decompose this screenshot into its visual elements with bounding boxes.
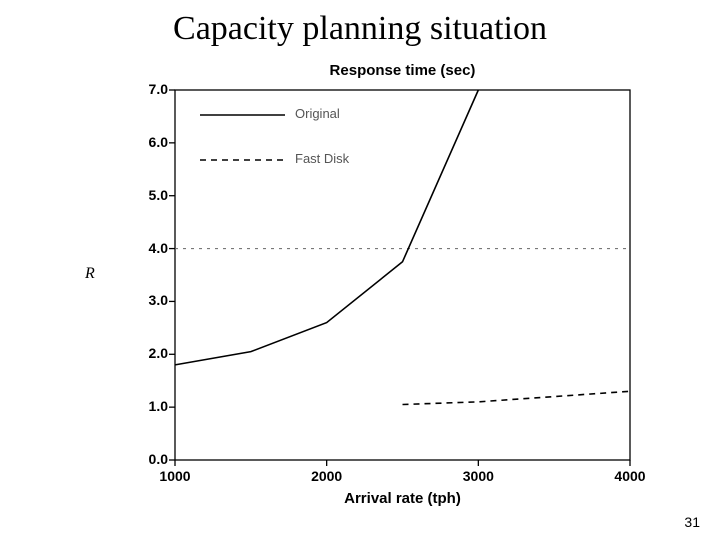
legend-label: Fast Disk [295,151,349,166]
ytick-label: 5.0 [130,187,168,203]
ytick-label: 2.0 [130,345,168,361]
ytick-label: 1.0 [130,398,168,414]
chart-title: Response time (sec) [175,62,630,79]
xtick-label: 4000 [614,468,645,484]
ytick-label: 0.0 [130,451,168,467]
ytick-label: 6.0 [130,134,168,150]
ytick-label: 3.0 [130,292,168,308]
legend-label: Original [295,106,340,121]
xtick-label: 3000 [463,468,494,484]
chart-svg [0,0,720,540]
xtick-label: 1000 [159,468,190,484]
x-axis-label: Arrival rate (tph) [175,490,630,507]
ytick-label: 4.0 [130,240,168,256]
y-axis-label: R [85,265,95,283]
xtick-label: 2000 [311,468,342,484]
page-number: 31 [684,514,700,530]
ytick-label: 7.0 [130,81,168,97]
